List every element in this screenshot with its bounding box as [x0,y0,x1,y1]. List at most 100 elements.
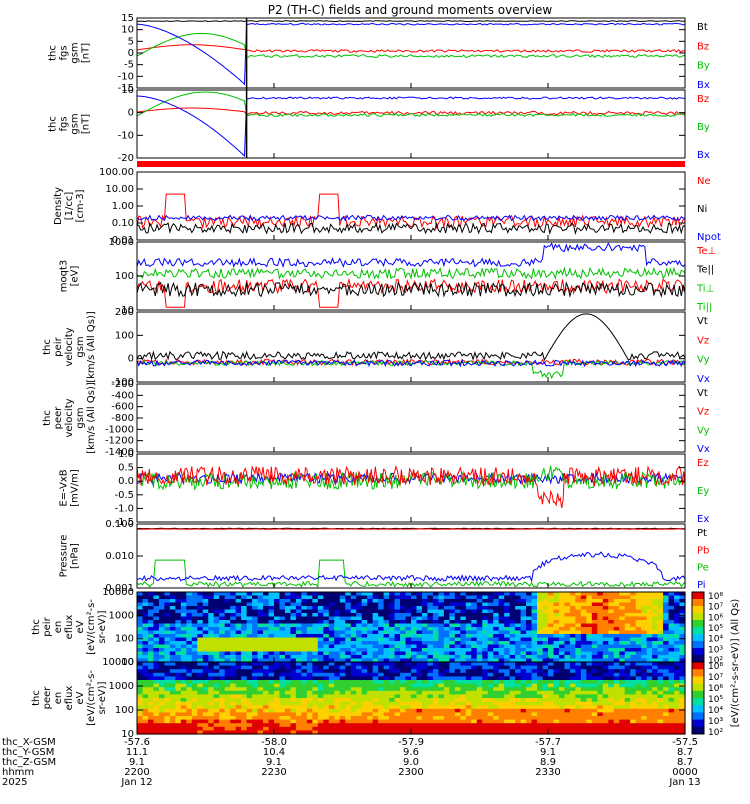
spectrogram-cell [630,672,637,677]
spectrogram-cell [164,651,171,656]
colorbar-tick: 10⁷ [708,673,723,683]
spectrogram-cell [586,662,593,667]
spectrogram-cell [153,694,160,699]
spectrogram-cell [652,655,659,660]
spectrogram-cell [202,627,209,632]
spectrogram-cell [438,669,445,674]
spectrogram-cell [493,602,500,607]
spectrogram-cell [504,658,511,663]
spectrogram-cell [504,680,511,685]
spectrogram-cell [202,719,209,724]
spectrogram-cell [421,726,429,731]
spectrogram-cell [339,690,346,695]
spectrogram-cell [515,634,522,639]
spectrogram-cell [175,730,182,735]
spectrogram-cell [367,687,374,692]
spectrogram-cell [378,616,385,621]
spectrogram-cell [493,730,500,735]
spectrogram-cell [186,687,193,692]
spectrogram-cell [356,606,363,611]
spectrogram-cell [372,672,379,677]
spectrogram-cell [641,651,648,656]
spectrogram-cell [312,609,319,614]
spectrogram-cell [443,723,450,728]
spectrogram-cell [465,648,472,653]
spectrogram-cell [580,690,587,695]
spectrogram-cell [389,595,396,600]
spectrogram-cell [230,644,237,649]
spectrogram-cell [158,698,165,703]
colorbar-cell [692,641,704,649]
y-tick-label: -200 [111,379,134,390]
spectrogram-cell [432,595,439,600]
spectrogram-cell [142,623,149,628]
spectrogram-cell [443,701,450,706]
spectrogram-cell [175,599,182,604]
spectrogram-cell [230,616,237,621]
spectrogram-cell [476,730,483,735]
spectrogram-cell [383,723,390,728]
spectrogram-cell [263,716,270,721]
spectrogram-cell [350,616,357,621]
spectrogram-cell [389,690,396,695]
spectrogram-cell [504,719,511,724]
spectrogram-cell [624,592,631,597]
spectrogram-cell [679,723,686,728]
spectrogram-cell [246,623,253,628]
spectrogram-cell [586,651,593,656]
spectrogram-cell [350,630,357,635]
spectrogram-cell [476,623,483,628]
spectrogram-cell [208,637,215,642]
spectrogram-cell [356,694,363,699]
spectrogram-cell [443,655,450,660]
spectrogram-cell [646,712,653,717]
spectrogram-cell [274,716,281,721]
spectrogram-cell [202,694,209,699]
panel-frame [136,171,686,241]
spectrogram-cell [531,613,538,618]
spectrogram-cell [252,655,259,660]
spectrogram-cell [646,690,653,695]
spectrogram-cell [476,701,483,706]
spectrogram-cell [367,690,374,695]
spectrogram-cell [635,694,642,699]
spectrogram-cell [224,723,231,728]
spectrogram-cell [449,662,456,667]
spectrogram-cell [679,676,686,681]
spectrogram-cell [290,602,297,607]
spectrogram-cell [575,609,582,614]
spectrogram-cell [295,719,302,724]
colorbar-tick: 10⁵ [708,695,723,705]
spectrogram-cell [421,595,429,600]
spectrogram-cell [657,716,664,721]
spectrogram-cell [526,634,533,639]
spectrogram-cell [137,655,144,660]
spectrogram-cell [191,606,198,611]
spectrogram-cell [197,716,204,721]
spectrogram-cell [537,680,544,685]
spectrogram-cell [246,592,253,597]
spectrogram-cell [613,665,620,670]
spectrogram-cell [454,712,461,717]
spectrogram-cell [274,730,281,735]
spectrogram-cell [389,662,396,667]
spectrogram-cell [668,613,675,618]
spectrogram-cell [147,658,155,663]
spectrogram-cell [367,669,374,674]
spectrogram-cell [421,680,429,685]
spectrogram-cell [213,712,220,717]
spectrogram-cell [339,672,346,677]
spectrogram-cell [553,641,560,646]
spectrogram-cell [668,623,675,628]
spectrogram-cell [317,655,324,660]
spectrogram-cell [575,616,582,621]
spectrogram-cell [202,690,209,695]
spectrogram-cell [367,719,374,724]
spectrogram-cell [537,719,544,724]
spectrogram-cell [186,630,193,635]
spectrogram-cell [580,730,587,735]
spectrogram-cell [575,676,582,681]
spectrogram-cell [520,701,527,706]
spectrogram-cell [548,672,555,677]
